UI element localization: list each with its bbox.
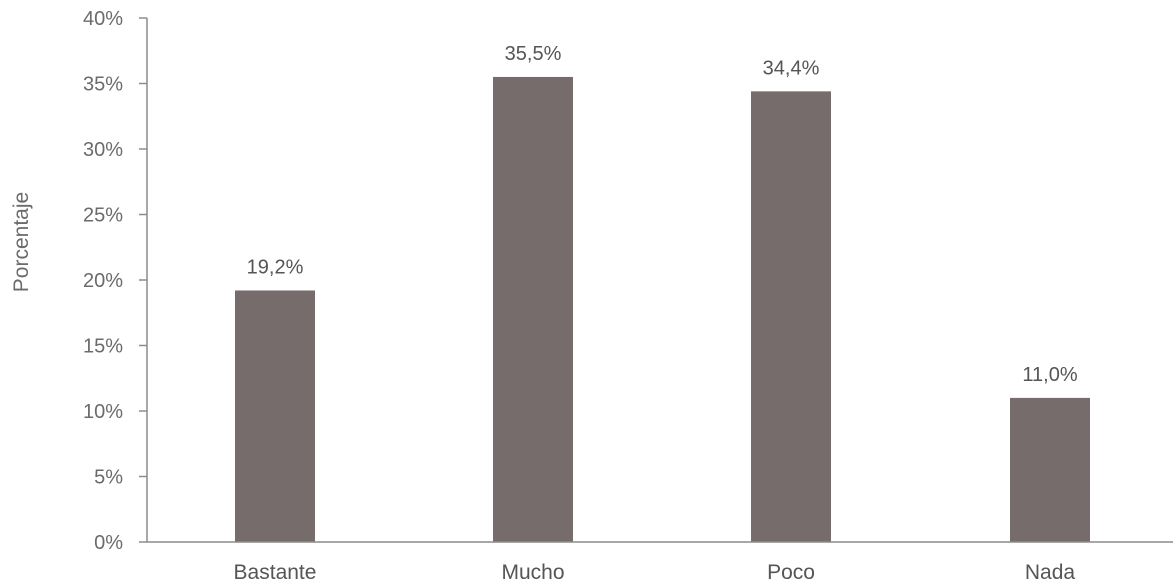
y-tick-label: 5% <box>94 467 123 489</box>
bar-bastante <box>235 290 315 542</box>
y-tick-label: 15% <box>83 336 123 358</box>
y-tick-label: 25% <box>83 205 123 227</box>
bar-poco <box>751 91 831 543</box>
y-tick-label: 35% <box>83 74 123 96</box>
y-axis-title: Porcentaje <box>10 192 33 292</box>
data-label: 11,0% <box>1022 364 1077 386</box>
y-tick-label: 40% <box>83 8 123 30</box>
y-tick-label: 10% <box>83 401 123 423</box>
y-tick-label: 30% <box>83 139 123 161</box>
data-labels-layer: 19,2% 35,5% 34,4% 11,0% <box>247 43 1078 386</box>
x-category-label: Poco <box>767 561 815 584</box>
x-category-label: Mucho <box>501 561 564 584</box>
y-ticks-layer: 0% 5% 10% 15% 20% 25% 30% 35% 40% <box>83 8 147 554</box>
y-tick-label: 20% <box>83 270 123 292</box>
bar-nada <box>1010 397 1090 542</box>
y-tick-label: 0% <box>94 532 123 554</box>
x-category-label: Bastante <box>234 561 317 584</box>
data-label: 19,2% <box>247 256 304 278</box>
data-label: 35,5% <box>505 43 562 65</box>
data-label: 34,4% <box>763 57 820 79</box>
bars-layer <box>235 76 1090 543</box>
bar-mucho <box>493 76 573 542</box>
x-category-label: Nada <box>1025 561 1076 584</box>
x-categories-layer: Bastante Mucho Poco Nada <box>234 561 1076 584</box>
